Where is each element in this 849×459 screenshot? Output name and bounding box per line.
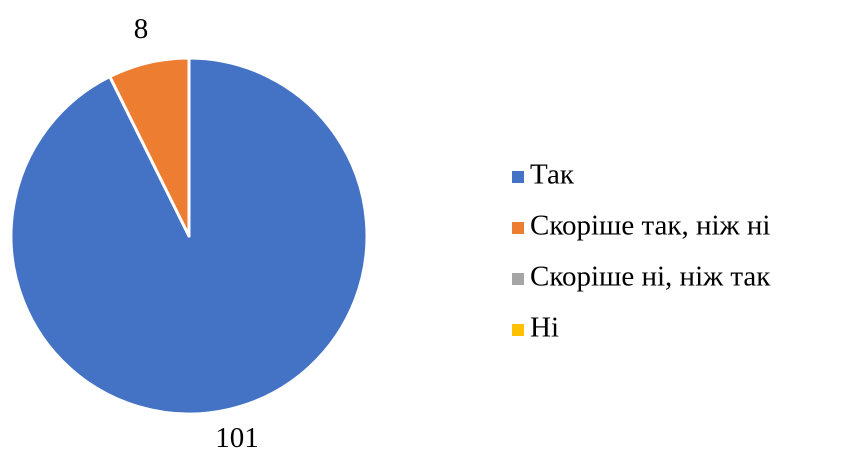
data-label: 101	[215, 422, 259, 454]
legend-swatch	[512, 324, 524, 336]
data-label: 8	[134, 13, 149, 45]
legend-swatch	[512, 171, 524, 183]
legend-label: Так	[530, 159, 575, 191]
legend-label: Скоріше ні, ніж так	[530, 261, 771, 293]
legend-swatch	[512, 273, 524, 285]
legend-label: Скоріше так, ніж ні	[530, 210, 770, 242]
legend-label: Ні	[530, 312, 559, 344]
legend-swatch	[512, 222, 524, 234]
